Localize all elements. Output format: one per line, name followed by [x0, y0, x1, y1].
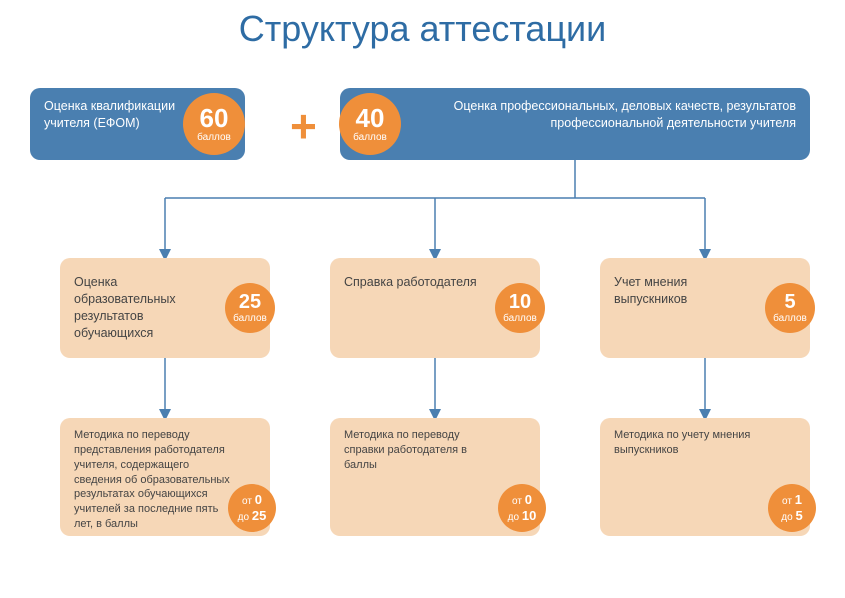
box-qualification-text: Оценка квалификации учителя (ЕФОМ)	[44, 99, 175, 130]
score-unit: баллов	[773, 314, 807, 324]
range-circle-0-10: от 0 до 10	[498, 484, 546, 532]
box-text: Учет мнения выпускников	[614, 275, 687, 306]
box-professional-text: Оценка профессиональных, деловых качеств…	[454, 99, 796, 130]
box-text: Методика по учету мнения выпускников	[614, 429, 750, 456]
score-circle-5: 5 баллов	[765, 283, 815, 333]
score-circle-25: 25 баллов	[225, 283, 275, 333]
score-value: 40	[356, 105, 385, 131]
plus-icon: +	[290, 103, 317, 149]
range-circle-0-25: от 0 до 25	[228, 484, 276, 532]
box-text: Справка работодателя	[344, 275, 477, 289]
range-to: до 25	[238, 508, 267, 524]
score-unit: баллов	[353, 133, 387, 143]
score-circle-10: 10 баллов	[495, 283, 545, 333]
box-text: Оценка образовательных результатов обуча…	[74, 275, 176, 340]
range-to: до 5	[781, 508, 802, 524]
box-text: Методика по переводу справки работодател…	[344, 429, 467, 471]
diagram-canvas: Оценка квалификации учителя (ЕФОМ) 60 ба…	[0, 68, 845, 588]
score-value: 10	[509, 292, 531, 312]
box-text: Методика по переводу представления работ…	[74, 429, 230, 530]
range-circle-1-5: от 1 до 5	[768, 484, 816, 532]
score-unit: баллов	[197, 133, 231, 143]
score-value: 25	[239, 292, 261, 312]
range-from: от 1	[782, 492, 802, 508]
range-to: до 10	[508, 508, 537, 524]
score-unit: баллов	[233, 314, 267, 324]
range-from: от 0	[512, 492, 532, 508]
score-circle-40: 40 баллов	[339, 93, 401, 155]
page-title: Структура аттестации	[0, 8, 845, 50]
score-value: 5	[784, 292, 795, 312]
score-unit: баллов	[503, 314, 537, 324]
box-professional-assessment: Оценка профессиональных, деловых качеств…	[340, 88, 810, 160]
range-from: от 0	[242, 492, 262, 508]
score-value: 60	[200, 105, 229, 131]
score-circle-60: 60 баллов	[183, 93, 245, 155]
